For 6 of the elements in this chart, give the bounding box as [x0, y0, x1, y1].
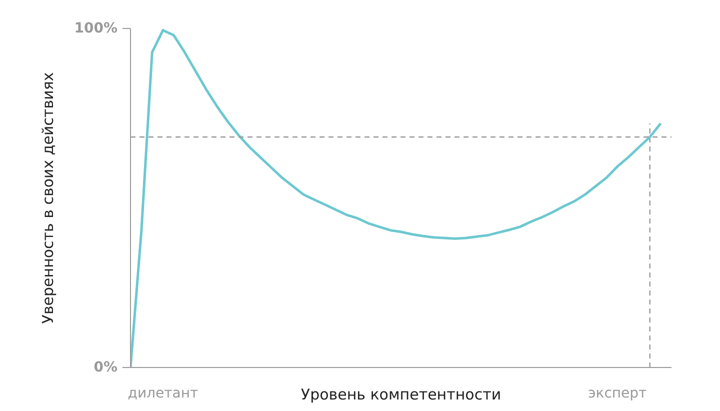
- y-axis-title: Уверенность в своих действиях: [39, 72, 58, 324]
- y-tick-label: 0%: [94, 360, 118, 376]
- y-tick-label: 100%: [74, 20, 118, 36]
- x-tick-label: дилетант: [128, 386, 198, 402]
- x-tick-label: эксперт: [588, 386, 647, 402]
- x-axis-title: Уровень компетентности: [300, 386, 502, 404]
